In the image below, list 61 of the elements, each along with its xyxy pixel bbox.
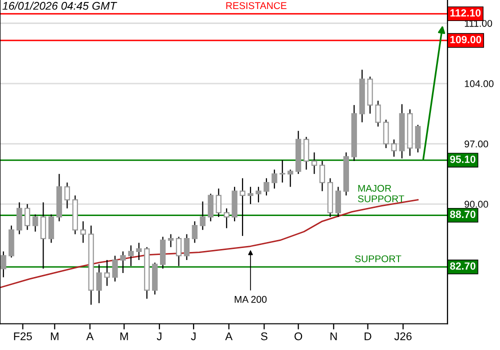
candlestick [32,214,38,232]
x-tick-label: S [260,332,268,340]
candlestick [136,242,142,261]
annotation: RESISTANCE [226,2,286,10]
candlestick [311,152,318,174]
x-tick-label: A [225,332,233,340]
candlestick [64,182,70,209]
candlestick [48,214,54,244]
candlestick [208,193,214,222]
candlestick [80,220,86,244]
candlestick [192,220,198,244]
candlestick [176,236,182,267]
candlestick [224,208,230,229]
candlestick [168,234,174,248]
ref-line-label: 88.70 [450,210,476,218]
candlestick [40,202,46,270]
candlestick [112,255,118,282]
candlestick [216,188,222,218]
candlestick [319,160,326,192]
candlestick [256,186,262,203]
candlestick [200,200,206,230]
candlestick [280,160,286,184]
candlestick [128,244,134,267]
y-tick-label: 104.00 [464,80,494,88]
candlestick [272,169,278,190]
annotation: MAJOR SUPPORT [358,184,404,202]
x-tick-label: J [156,332,162,340]
candlestick [96,264,102,304]
candlestick [375,100,381,128]
x-tick-label: D [364,332,372,340]
y-tick-label: 97.00 [464,140,488,148]
x-tick-label: N [330,332,337,340]
candlestick [24,204,30,230]
candlestick [264,178,270,196]
candlestick [391,138,397,158]
x-tick-label: F25 [14,332,32,340]
x-tick-label: O [294,332,302,340]
annotation: 16/01/2026 04:45 GMT [2,2,118,10]
annotation: MA 200 [234,296,267,303]
annotation: SUPPORT [355,255,402,262]
candlestick [104,259,110,286]
candlestick [120,250,126,274]
candlestick [303,136,310,170]
ref-line-label: 95.10 [450,156,476,163]
x-tick-label: M [120,332,128,340]
x-tick-label: A [86,332,94,340]
x-tick-label: J26 [394,332,412,340]
ref-line-label: 82.70 [450,262,476,270]
candlestick [383,119,389,149]
x-tick-label: J [190,332,196,340]
candlestick [240,178,246,236]
candlestick [16,202,22,235]
ref-line-label: 109.00 [450,36,482,44]
candlestick [335,186,342,218]
x-tick-label: M [50,332,58,340]
candlestick [184,234,190,261]
candlestick [415,124,421,153]
ref-line-label: 112.10 [450,9,481,17]
candlestick [248,186,254,205]
candlestick [288,169,294,188]
y-tick-label: 90.00 [464,200,488,208]
